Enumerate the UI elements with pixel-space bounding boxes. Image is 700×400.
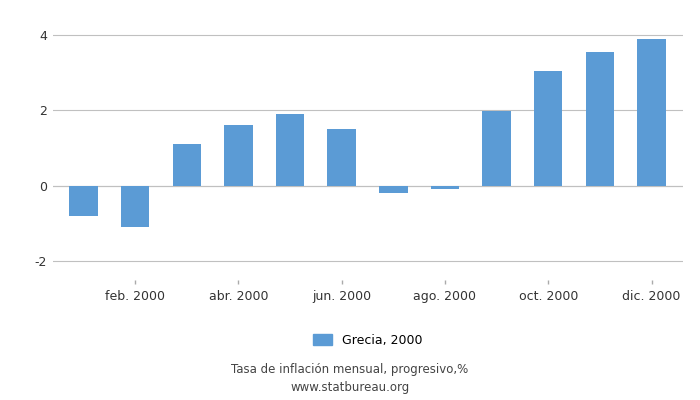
- Text: Tasa de inflación mensual, progresivo,%: Tasa de inflación mensual, progresivo,%: [232, 364, 468, 376]
- Bar: [534, 71, 562, 186]
- Bar: [328, 129, 356, 186]
- Bar: [121, 186, 149, 227]
- Text: www.statbureau.org: www.statbureau.org: [290, 382, 410, 394]
- Legend: Grecia, 2000: Grecia, 2000: [313, 334, 422, 347]
- Bar: [224, 125, 253, 186]
- Bar: [430, 186, 459, 190]
- Bar: [637, 39, 666, 186]
- Bar: [379, 186, 407, 193]
- Bar: [586, 52, 614, 186]
- Bar: [173, 144, 201, 186]
- Bar: [276, 114, 304, 186]
- Bar: [69, 186, 98, 216]
- Bar: [482, 112, 511, 186]
